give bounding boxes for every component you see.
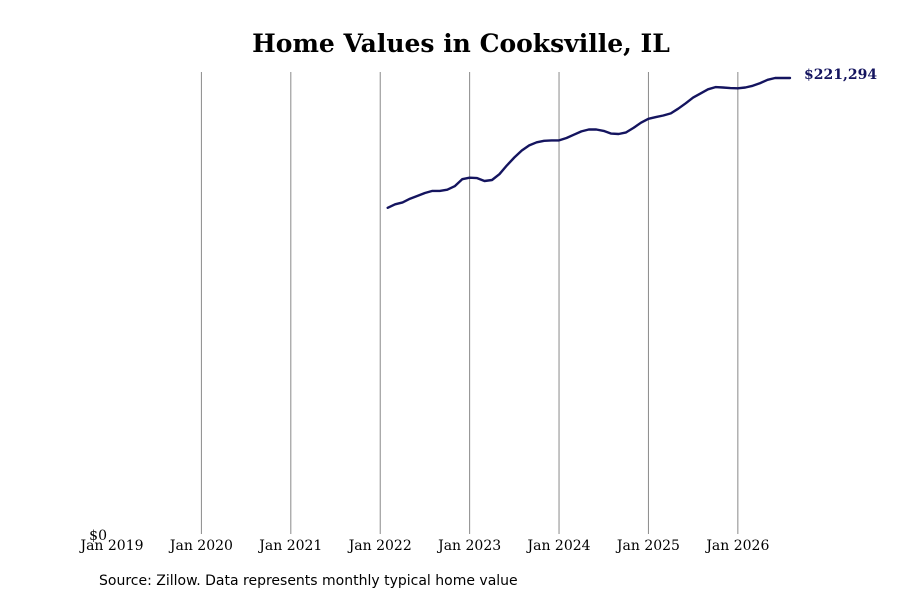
x-tick-label: Jan 2022 (347, 538, 412, 554)
x-tick-label: Jan 2019 (78, 538, 143, 554)
y-axis-ticks: $0 (89, 528, 107, 544)
series-layer: $221,294 (386, 67, 877, 209)
x-tick-label: Jan 2024 (526, 538, 591, 554)
x-tick-label: Jan 2021 (257, 538, 322, 554)
y-tick-label: $0 (89, 528, 107, 544)
x-tick-label: Jan 2025 (615, 538, 680, 554)
series-line (386, 76, 792, 209)
x-tick-label: Jan 2020 (168, 538, 233, 554)
x-axis-ticks: Jan 2019 Jan 2020 Jan 2021 Jan 2022 Jan 2023… (78, 538, 769, 554)
end-value-label: $221,294 (804, 67, 877, 83)
chart-title: Home Values in Cooksville, IL (252, 29, 670, 58)
source-note: Source: Zillow. Data represents monthly … (99, 573, 518, 589)
x-tick-label: Jan 2023 (436, 538, 501, 554)
gridlines (200, 72, 739, 534)
x-tick-label: Jan 2026 (704, 538, 769, 554)
